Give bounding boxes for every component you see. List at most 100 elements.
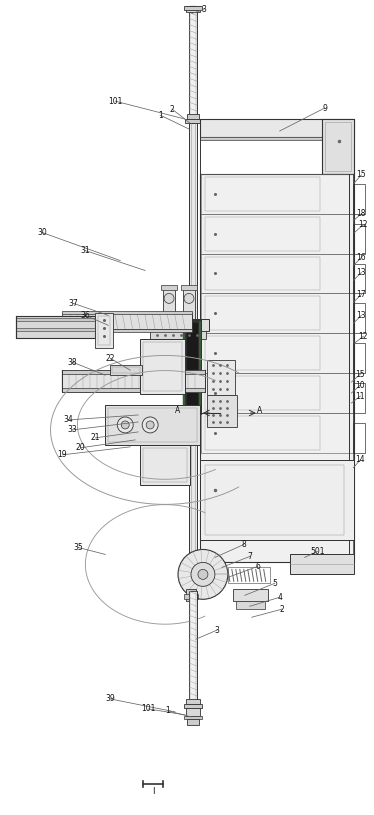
Bar [200,174,355,562]
Text: 13: 13 [356,311,366,319]
Bar [325,122,352,171]
Bar [62,311,192,315]
Bar [186,699,200,704]
Text: 501: 501 [310,547,325,556]
Bar [185,119,201,123]
Text: 13: 13 [356,268,366,277]
Circle shape [164,293,174,303]
Bar [187,719,199,725]
Bar [16,316,95,338]
Bar [181,285,197,290]
Bar [190,7,196,116]
Bar [353,343,365,373]
Bar [62,370,205,392]
Bar [105,405,200,445]
Circle shape [121,421,129,429]
Text: 101: 101 [141,704,155,713]
Text: 19: 19 [58,451,67,460]
Text: 8: 8 [241,540,246,549]
Bar [353,383,365,413]
Text: 15: 15 [356,370,365,379]
Text: 20: 20 [76,443,85,452]
Bar [205,217,319,250]
Circle shape [184,293,194,303]
Bar [163,288,175,319]
Text: 6: 6 [255,562,260,571]
Text: 3: 3 [214,626,219,635]
Bar [147,319,209,331]
Bar [289,554,355,575]
Bar [186,322,198,411]
Bar [205,416,319,450]
Bar [183,321,185,412]
Bar [183,288,195,319]
Bar [353,423,365,453]
Text: 33: 33 [68,425,77,434]
Bar [205,177,319,211]
Bar [161,285,177,290]
Bar [150,331,206,339]
Bar [353,263,365,293]
Bar [236,601,265,610]
Bar [186,708,200,716]
Bar [184,594,198,599]
Bar [189,592,197,706]
Bar [16,328,95,331]
Bar [207,360,235,395]
Bar [205,257,319,290]
Bar [201,214,353,253]
Bar [201,253,353,293]
Bar [186,589,196,601]
Text: 11: 11 [356,391,365,400]
Text: 15: 15 [356,170,366,179]
Text: 37: 37 [68,299,78,308]
Text: 101: 101 [108,97,122,106]
Bar [201,373,353,413]
Bar [62,388,205,392]
Text: 35: 35 [74,543,83,552]
Bar [184,7,202,11]
Text: 14: 14 [356,456,365,465]
Bar [95,313,113,348]
Bar [201,293,353,333]
Bar [200,460,355,540]
Text: 34: 34 [64,416,73,425]
Bar [184,704,202,708]
Bar [228,567,270,584]
Bar [108,408,197,442]
Bar [112,367,140,373]
Text: 21: 21 [91,434,100,443]
Circle shape [178,549,228,599]
Text: 38: 38 [68,358,77,367]
Text: 12: 12 [359,220,368,229]
Bar [353,223,365,253]
Text: 3: 3 [202,5,206,14]
Text: 12: 12 [359,332,368,341]
Bar [207,395,237,427]
Bar [183,319,201,414]
Circle shape [198,570,208,579]
Text: 36: 36 [80,311,90,319]
Text: 1: 1 [166,707,171,716]
Circle shape [142,417,158,433]
Bar [189,123,197,592]
Bar [200,137,355,140]
Text: 2: 2 [170,104,174,113]
Bar [233,589,268,601]
Text: 1: 1 [158,111,162,120]
Bar [201,413,353,453]
Bar [62,313,192,329]
Text: 39: 39 [105,694,115,703]
Bar [62,370,205,374]
Text: 16: 16 [356,253,366,262]
Bar [98,316,110,346]
Bar [205,337,319,370]
Text: 9: 9 [322,104,327,112]
Bar [186,7,200,12]
Bar [201,174,353,214]
Text: 30: 30 [38,228,47,237]
Text: 5: 5 [272,579,277,588]
Bar [189,7,197,116]
Bar [184,716,202,719]
Bar [140,339,185,394]
